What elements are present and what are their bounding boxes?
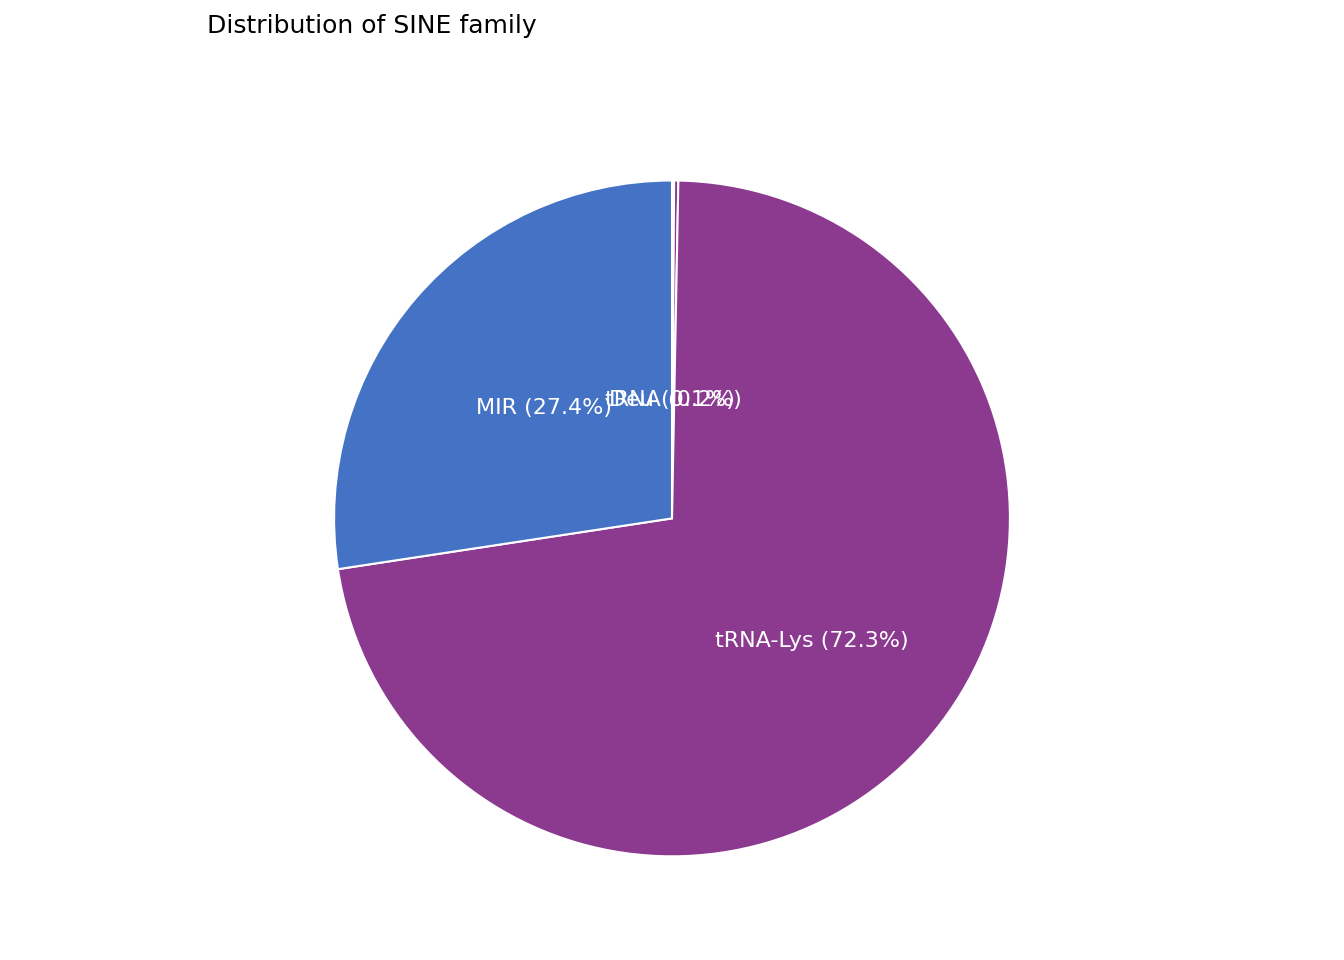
Wedge shape bbox=[337, 180, 1009, 856]
Text: tRNA-Lys (72.3%): tRNA-Lys (72.3%) bbox=[715, 631, 909, 651]
Wedge shape bbox=[335, 180, 672, 569]
Text: tRNA (0.2%): tRNA (0.2%) bbox=[605, 390, 742, 410]
Text: Deu (0.1%): Deu (0.1%) bbox=[609, 390, 735, 410]
Wedge shape bbox=[672, 180, 675, 518]
Text: Distribution of SINE family: Distribution of SINE family bbox=[207, 14, 538, 38]
Wedge shape bbox=[672, 180, 679, 518]
Text: MIR (27.4%): MIR (27.4%) bbox=[476, 398, 612, 419]
